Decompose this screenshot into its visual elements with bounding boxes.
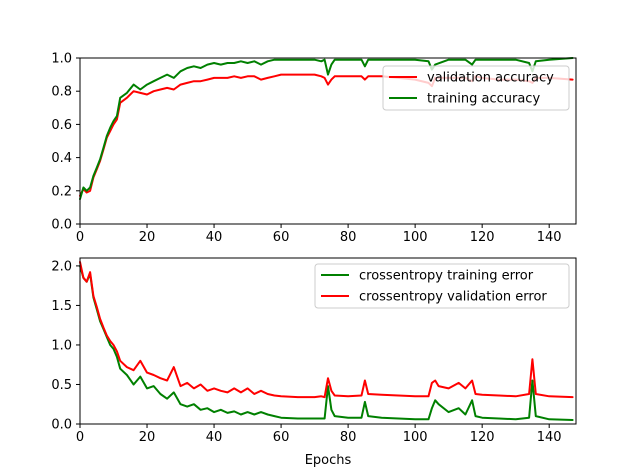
y-tick-label: 1.5 xyxy=(51,299,72,314)
x-tick-label: 80 xyxy=(340,230,357,245)
legend: crossentropy training error crossentropy … xyxy=(314,263,570,309)
series-line-1 xyxy=(79,264,574,421)
x-tick-label: 140 xyxy=(537,230,562,245)
y-tick-label: 1.0 xyxy=(51,52,72,67)
x-tick-label: 100 xyxy=(403,230,428,245)
x-tick-label: 0 xyxy=(76,430,84,445)
series-line-2 xyxy=(79,57,574,201)
x-tick-label: 100 xyxy=(403,430,428,445)
y-tick-label: 2.0 xyxy=(51,259,72,274)
chart-panel-1: 0 20 40 60 80 100 120 140 0.0 0.2 0.4 0.6 0.8 1.0 vali… xyxy=(51,52,577,245)
x-tick-label: 0 xyxy=(76,230,84,245)
x-axis-label: Epochs xyxy=(305,453,352,468)
legend-box xyxy=(314,263,570,309)
y-tick-label: 1.0 xyxy=(51,338,72,353)
legend-label-1: validation accuracy xyxy=(427,71,554,86)
y-tick-label: 0.8 xyxy=(51,85,72,100)
axes-frame xyxy=(79,57,577,225)
legend: validation accuracy training accuracy xyxy=(382,65,570,111)
series-line-2 xyxy=(79,261,574,399)
x-tick-label: 60 xyxy=(273,430,290,445)
y-tick-label: 0.5 xyxy=(51,378,72,393)
x-tick-label: 60 xyxy=(273,230,290,245)
legend-label-1: crossentropy training error xyxy=(359,269,534,284)
y-tick-label: 0.6 xyxy=(51,118,72,133)
y-tick-label: 0.4 xyxy=(51,151,72,166)
x-tick-label: 120 xyxy=(470,230,495,245)
legend-label-2: crossentropy validation error xyxy=(359,290,547,305)
chart-panel-2: 0 20 40 60 80 100 120 140 0.0 0.5 1.0 1.5 2.0 Epochs c… xyxy=(51,257,577,468)
y-tick-label: 0.0 xyxy=(51,418,72,433)
x-tick-label: 40 xyxy=(206,430,223,445)
legend-label-2: training accuracy xyxy=(427,92,540,107)
x-tick-label: 20 xyxy=(139,230,156,245)
x-tick-label: 40 xyxy=(206,230,223,245)
y-tick-label: 0.0 xyxy=(51,218,72,233)
axes-frame xyxy=(79,257,577,425)
legend-box xyxy=(382,65,570,111)
x-tick-label: 140 xyxy=(537,430,562,445)
y-tick-label: 0.2 xyxy=(51,184,72,199)
x-tick-label: 80 xyxy=(340,430,357,445)
x-tick-label: 20 xyxy=(139,430,156,445)
x-tick-label: 120 xyxy=(470,430,495,445)
